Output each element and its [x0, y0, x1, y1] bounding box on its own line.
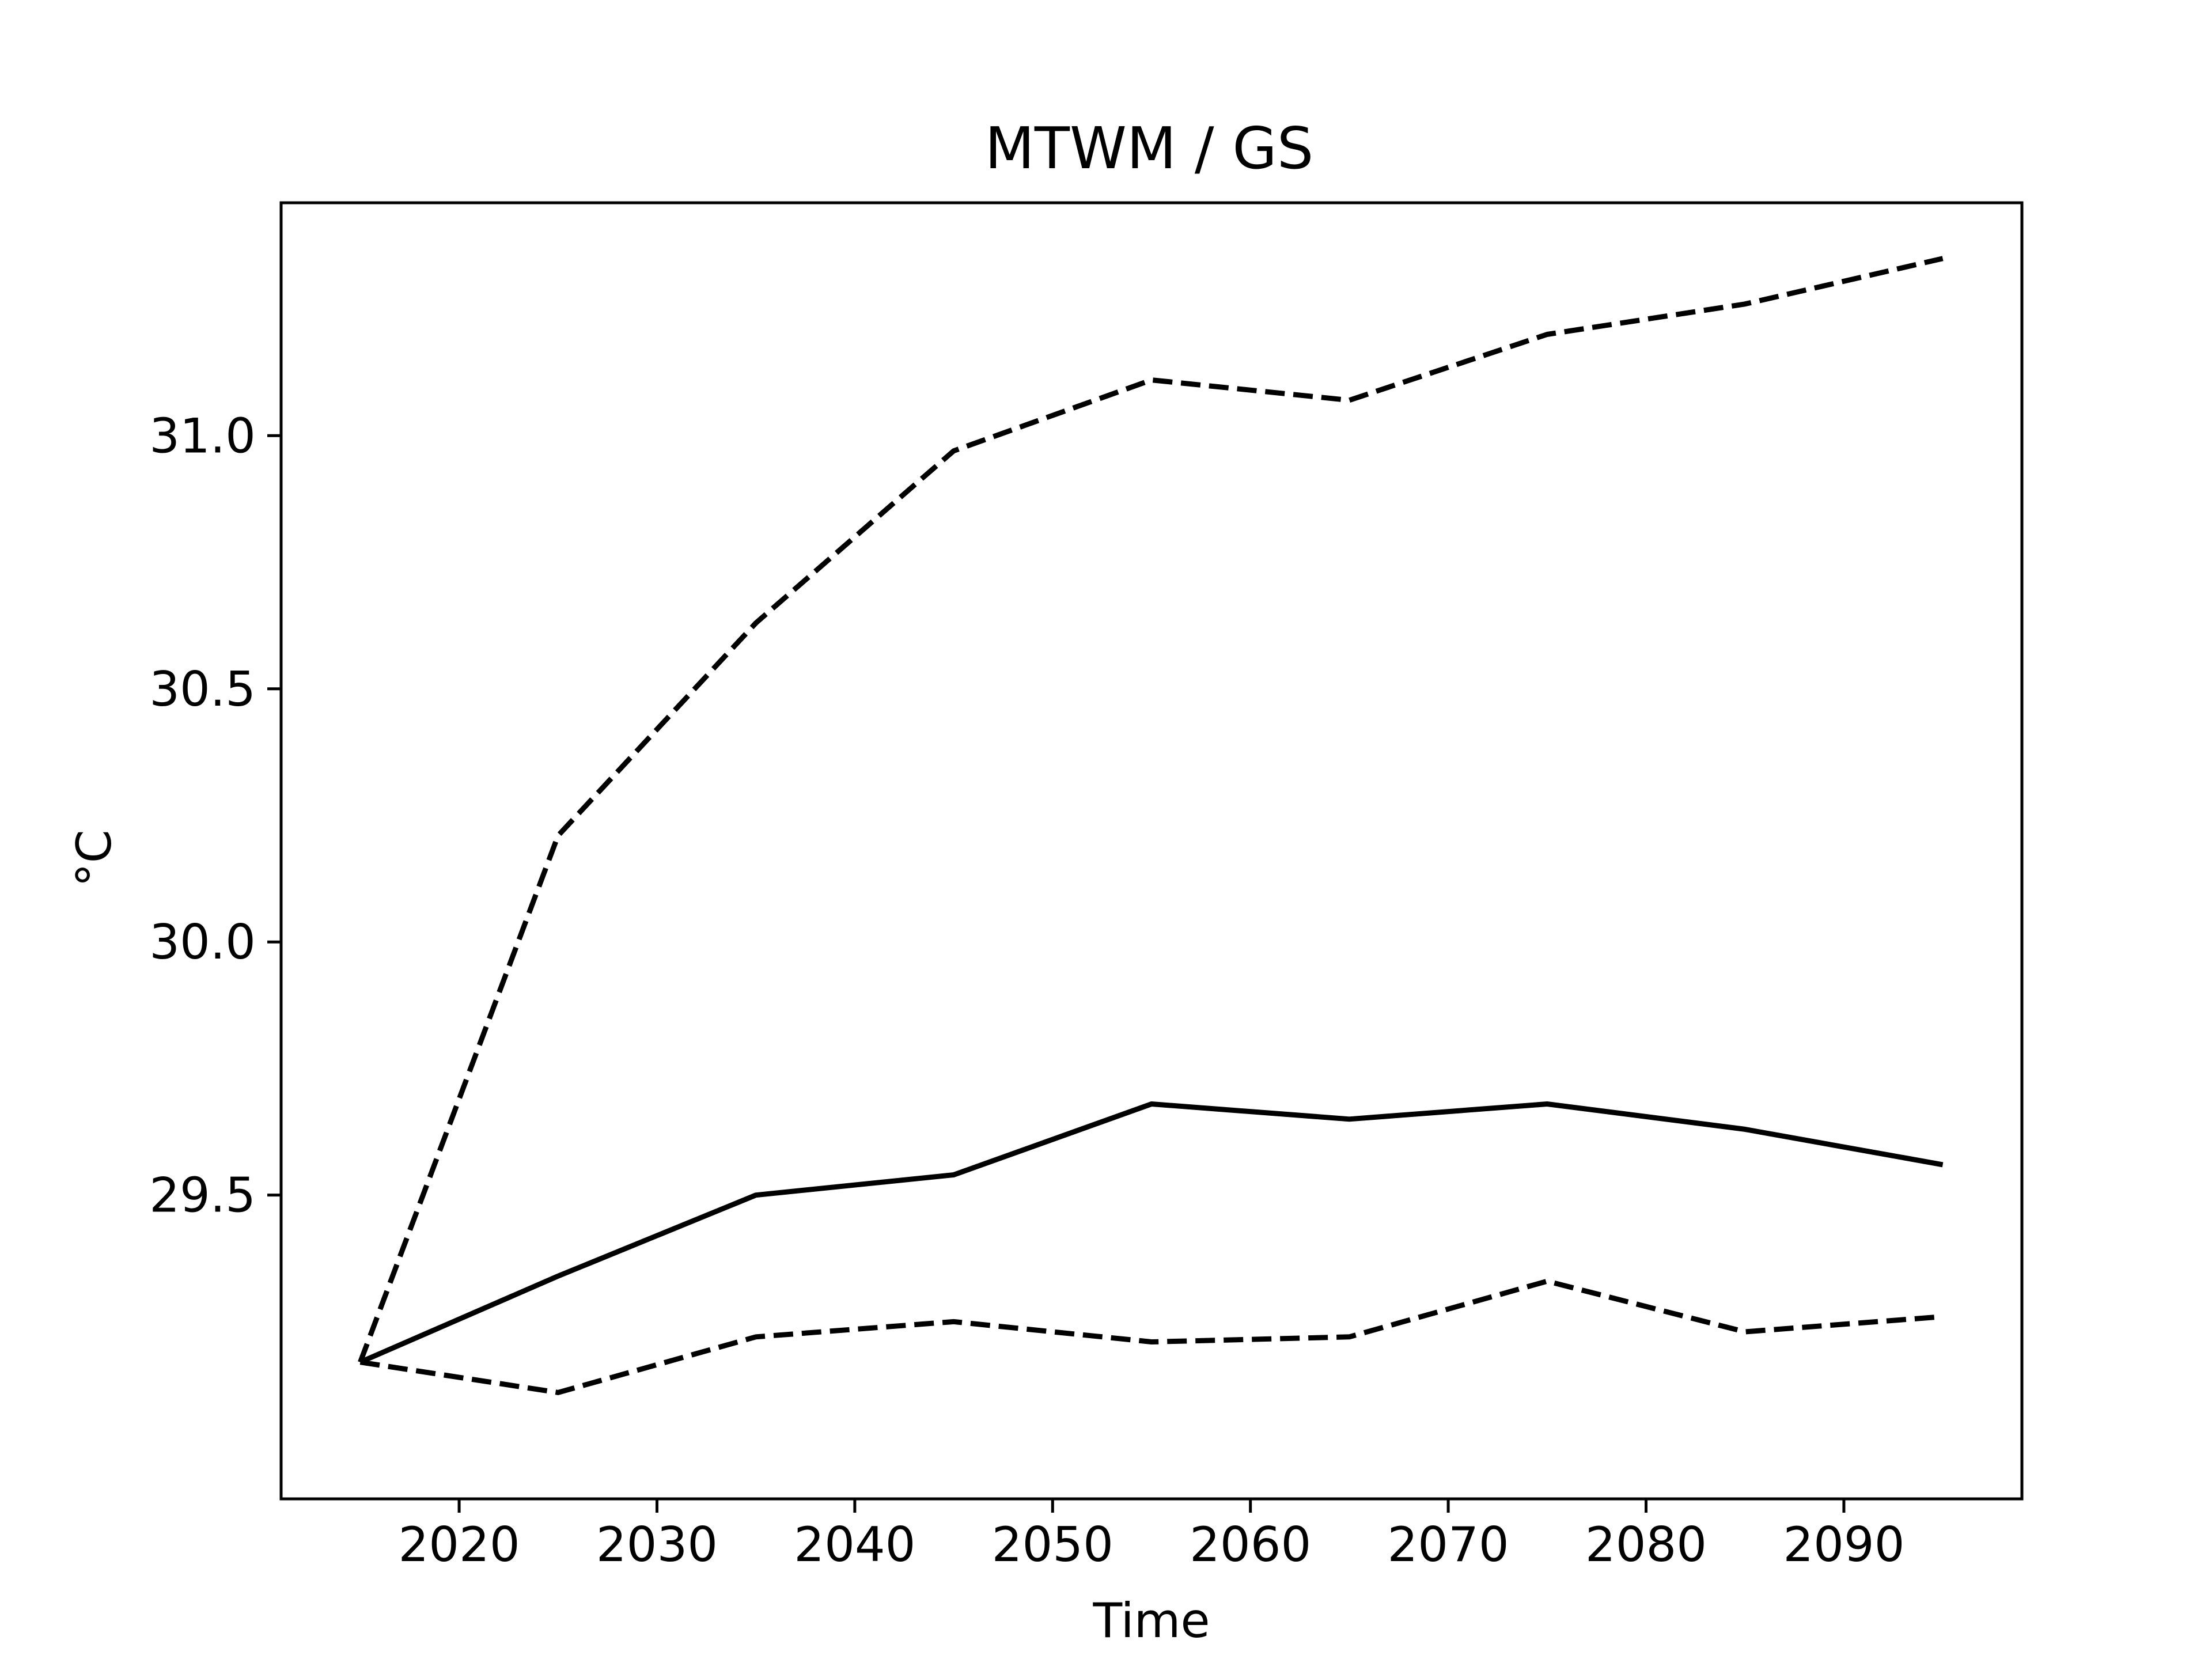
x-tick-label: 2090 [1783, 1517, 1904, 1573]
x-tick-label: 2040 [794, 1517, 915, 1573]
x-tick-label: 2020 [398, 1517, 520, 1573]
dashed-series-line-2 [359, 1278, 1943, 1395]
solid-series-line-1 [359, 1101, 1944, 1365]
x-axis: 2020 2030 2040 2050 2060 2070 2080 2090 [398, 1499, 1905, 1573]
x-tick-label: 2050 [992, 1517, 1113, 1573]
x-tick-label: 2080 [1585, 1517, 1707, 1573]
x-axis-title: Time [1092, 1593, 1210, 1649]
series-layer [358, 256, 1944, 1395]
y-tick-label: 30.5 [149, 661, 256, 717]
x-tick-label: 2070 [1387, 1517, 1509, 1573]
y-tick-label: 30.0 [149, 914, 256, 970]
x-tick-label: 2030 [596, 1517, 718, 1573]
x-tick-label: 2060 [1190, 1517, 1311, 1573]
y-axis: 29.5 30.0 30.5 31.0 [149, 408, 281, 1224]
plot-frame [279, 201, 2024, 1501]
y-tick-label: 29.5 [149, 1168, 256, 1224]
y-axis-title: °C [66, 830, 122, 887]
y-tick-label: 31.0 [149, 408, 256, 464]
chart-title: MTWM / GS [985, 115, 1314, 182]
dashed-series-line-0 [358, 256, 1944, 1363]
